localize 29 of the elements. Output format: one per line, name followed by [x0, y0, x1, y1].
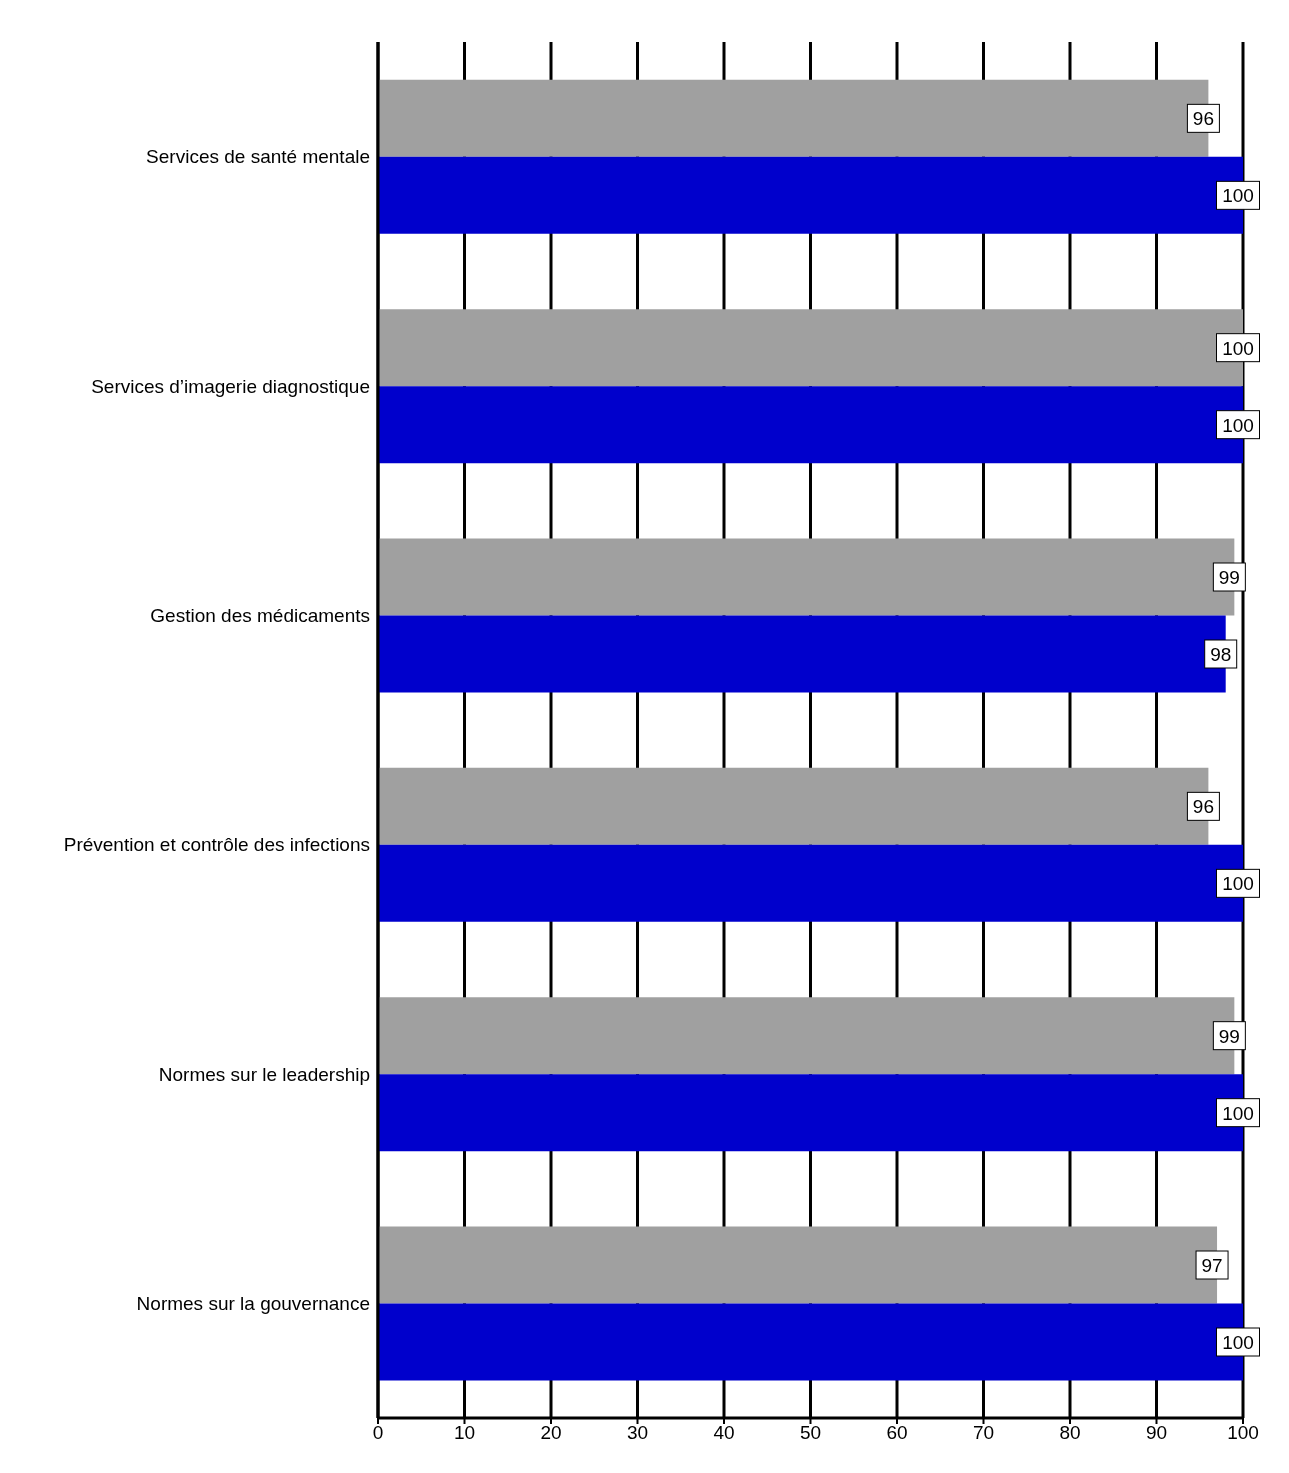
data-label: 100: [1222, 873, 1254, 895]
x-tick-label: 100: [1227, 1422, 1259, 1444]
data-label: 100: [1222, 185, 1254, 207]
y-tick-label: Services de santé mentale: [146, 146, 370, 168]
y-tick-label: Normes sur la gouvernance: [136, 1293, 370, 1315]
x-tick-label: 0: [372, 1422, 384, 1444]
y-tick-label: Prévention et contrôle des infections: [63, 834, 370, 856]
data-label: 96: [1192, 108, 1214, 130]
y-tick-label: Normes sur le leadership: [158, 1063, 370, 1085]
x-tick-label: 40: [713, 1422, 735, 1444]
data-label: 99: [1218, 1025, 1240, 1047]
data-label: 96: [1192, 796, 1214, 818]
x-tick-label: 20: [540, 1422, 562, 1444]
x-tick-label: 70: [972, 1422, 995, 1444]
x-tick-label: 80: [1059, 1422, 1081, 1444]
x-tick-label: 10: [453, 1422, 476, 1444]
y-tick-label: Services d’imagerie diagnostique: [91, 375, 370, 397]
data-label: 99: [1218, 567, 1240, 589]
x-tick-label: 30: [626, 1422, 649, 1444]
x-tick-label: 60: [886, 1422, 908, 1444]
data-label: 100: [1222, 337, 1254, 359]
x-tick-label: 50: [799, 1422, 822, 1444]
data-label: 98: [1210, 644, 1232, 666]
data-label: 100: [1222, 1332, 1254, 1354]
data-label: 97: [1201, 1255, 1223, 1277]
data-label: 100: [1222, 1102, 1254, 1124]
data-label: 100: [1222, 414, 1254, 436]
y-tick-label: Gestion des médicaments: [150, 605, 370, 627]
x-tick-label: 90: [1145, 1422, 1168, 1444]
